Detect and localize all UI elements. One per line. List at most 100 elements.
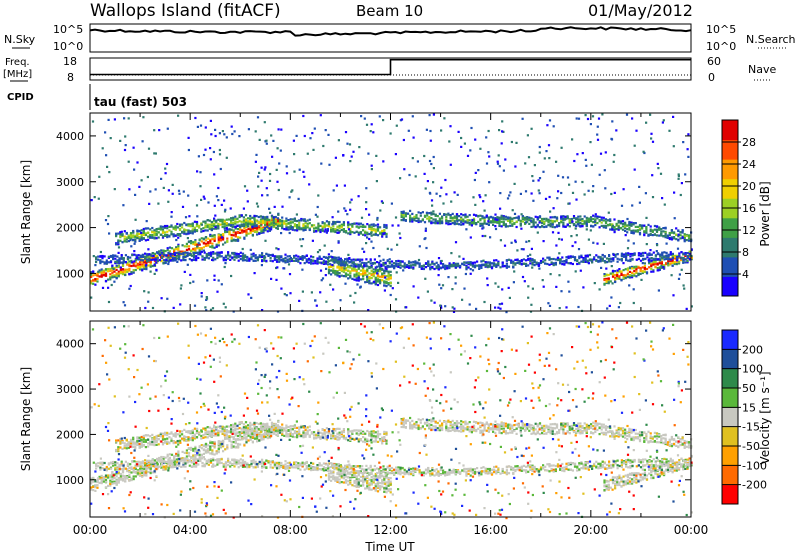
power-cell bbox=[504, 218, 507, 221]
power-cell bbox=[222, 259, 225, 262]
power-cell bbox=[412, 260, 415, 264]
power-cell bbox=[126, 270, 129, 274]
power-cell bbox=[297, 255, 300, 258]
power-cell bbox=[611, 275, 615, 278]
power-cell bbox=[536, 216, 539, 219]
power-cell bbox=[185, 233, 188, 236]
power-cell bbox=[136, 233, 139, 236]
power-cell bbox=[376, 227, 380, 230]
power-cell bbox=[318, 261, 321, 264]
velocity-cell bbox=[111, 473, 114, 476]
power-cell bbox=[627, 253, 630, 256]
power-cell bbox=[180, 252, 183, 255]
power-cell bbox=[106, 222, 110, 226]
power-cell bbox=[142, 116, 145, 119]
power-cell bbox=[430, 213, 433, 216]
power-cell bbox=[119, 261, 122, 264]
power-cell bbox=[661, 256, 664, 259]
power-cell bbox=[472, 196, 475, 199]
power-cell bbox=[319, 114, 322, 117]
power-cell bbox=[629, 259, 632, 262]
power-cell bbox=[100, 275, 103, 278]
power-cell bbox=[531, 258, 534, 261]
power-cell bbox=[90, 296, 93, 299]
power-cell bbox=[230, 233, 233, 237]
power-cell bbox=[323, 230, 326, 233]
velocity-cell bbox=[160, 466, 163, 469]
freq-panel-frame bbox=[89, 57, 692, 81]
power-cell bbox=[494, 221, 497, 224]
power-cell bbox=[388, 258, 391, 261]
power-cell bbox=[353, 231, 356, 234]
power-cell bbox=[549, 224, 552, 227]
power-cell bbox=[660, 258, 663, 261]
power-cell bbox=[531, 259, 534, 262]
power-cell bbox=[404, 219, 407, 222]
power-cell bbox=[376, 270, 380, 273]
velocity-cell bbox=[179, 457, 182, 460]
power-cell bbox=[141, 255, 144, 258]
power-cell bbox=[121, 268, 125, 271]
power-cell bbox=[202, 195, 205, 198]
velocity-cell bbox=[111, 482, 114, 485]
power-cell bbox=[381, 201, 384, 204]
power-cell bbox=[614, 255, 617, 258]
power-cell bbox=[390, 260, 394, 263]
power-cell bbox=[468, 303, 471, 306]
power-cell bbox=[181, 205, 185, 208]
power-cell bbox=[473, 261, 477, 264]
power-cell bbox=[302, 170, 305, 173]
power-cell bbox=[645, 231, 648, 234]
power-cell bbox=[600, 216, 603, 219]
power-cell bbox=[181, 250, 184, 253]
power-cell bbox=[140, 229, 143, 232]
power-cell bbox=[104, 131, 107, 134]
power-cell bbox=[383, 229, 386, 232]
power-cell bbox=[366, 278, 369, 281]
power-cell bbox=[171, 183, 174, 186]
power-cell bbox=[208, 223, 211, 226]
power-cell bbox=[553, 226, 556, 229]
power-cell bbox=[607, 277, 610, 280]
power-cell bbox=[425, 246, 428, 250]
velocity-cell bbox=[121, 477, 125, 480]
power-cell bbox=[401, 260, 404, 263]
power-cell bbox=[245, 228, 248, 231]
power-cell bbox=[555, 244, 558, 247]
power-cell bbox=[257, 215, 260, 219]
velocity-cell bbox=[177, 452, 180, 456]
power-cell bbox=[474, 203, 477, 206]
velocity-data-cells bbox=[90, 321, 693, 520]
power-cell bbox=[376, 268, 380, 271]
power-cell bbox=[600, 218, 603, 221]
power-cell bbox=[249, 227, 252, 230]
power-cell bbox=[270, 134, 273, 137]
power-cell bbox=[349, 275, 352, 278]
power-cell bbox=[412, 263, 415, 266]
power-cell bbox=[224, 262, 227, 265]
power-cell bbox=[122, 259, 125, 262]
power-cell bbox=[121, 262, 125, 265]
power-cell bbox=[219, 236, 222, 239]
power-cell bbox=[516, 258, 519, 261]
power-cell bbox=[209, 253, 213, 256]
power-cell bbox=[620, 204, 624, 207]
power-cell bbox=[121, 271, 125, 274]
power-cell bbox=[140, 238, 143, 241]
power-cell bbox=[209, 239, 212, 243]
power-cell bbox=[127, 234, 130, 237]
power-cell bbox=[467, 261, 470, 264]
power-cell bbox=[383, 223, 386, 227]
power-cell bbox=[671, 257, 674, 260]
power-cell bbox=[301, 290, 304, 293]
power-cell bbox=[223, 227, 226, 230]
power-cell bbox=[427, 260, 430, 263]
power-cell bbox=[542, 170, 545, 173]
power-cell bbox=[352, 258, 355, 261]
power-cell bbox=[111, 276, 114, 279]
power-cell bbox=[195, 258, 198, 261]
power-cell bbox=[416, 160, 419, 163]
power-cell bbox=[417, 258, 421, 262]
power-cell bbox=[168, 225, 171, 228]
